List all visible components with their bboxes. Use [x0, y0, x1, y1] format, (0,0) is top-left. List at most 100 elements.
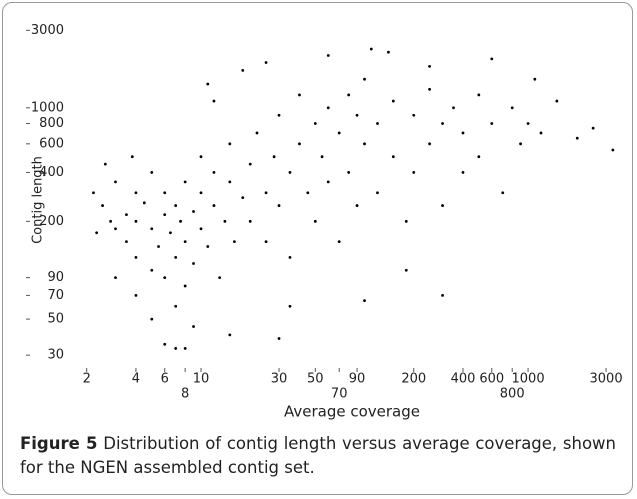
point — [591, 126, 595, 130]
y-tick-label: 70 — [47, 288, 64, 303]
point — [363, 299, 366, 303]
point — [134, 191, 138, 195]
point — [101, 204, 104, 207]
chart: Contig length Average coverage 305070902… — [26, 23, 623, 421]
point — [355, 204, 359, 207]
point — [150, 268, 154, 272]
point — [277, 113, 281, 117]
point — [134, 219, 138, 223]
point — [526, 122, 530, 125]
point — [477, 93, 481, 97]
x-tick-label: 30 — [271, 372, 288, 387]
point — [157, 245, 160, 248]
point — [223, 219, 227, 223]
point — [241, 68, 245, 72]
point — [183, 347, 187, 350]
point — [391, 99, 395, 103]
y-tick-label: 50 — [47, 312, 64, 327]
point — [163, 342, 167, 346]
point — [183, 180, 187, 184]
point — [347, 171, 351, 174]
point — [441, 122, 444, 125]
point — [163, 191, 167, 195]
x-tick-label: 400 — [451, 372, 476, 387]
point — [255, 131, 259, 135]
point — [326, 180, 330, 184]
point — [298, 93, 301, 97]
point — [232, 240, 236, 244]
point — [404, 268, 408, 272]
caption: Figure 5 Distribution of contig length v… — [20, 432, 616, 480]
y-tick-label: 200 — [39, 214, 64, 229]
caption-text: Distribution of contig length versus ave… — [20, 434, 616, 477]
y-tick-label: 30 — [47, 348, 64, 363]
point — [150, 171, 154, 174]
point — [369, 47, 373, 51]
point — [264, 191, 268, 195]
point — [134, 255, 138, 259]
point — [477, 155, 481, 159]
point — [192, 262, 195, 265]
point — [320, 155, 324, 159]
point — [355, 113, 359, 117]
point — [174, 204, 178, 207]
point — [174, 255, 178, 259]
point — [490, 122, 494, 125]
point — [192, 325, 195, 328]
point — [114, 227, 117, 231]
point — [95, 231, 99, 235]
point — [212, 171, 216, 174]
point — [264, 240, 268, 244]
point — [337, 131, 341, 135]
point — [501, 191, 505, 195]
point — [212, 204, 216, 207]
point — [306, 191, 310, 195]
point — [183, 284, 187, 288]
point — [326, 106, 330, 110]
point — [277, 337, 281, 340]
y-tick-label: 800 — [39, 116, 64, 131]
point — [313, 219, 317, 223]
point — [150, 317, 154, 321]
x-tick-label: 3000 — [590, 372, 623, 387]
point — [376, 191, 379, 195]
point — [169, 231, 172, 235]
point — [441, 293, 444, 297]
x-tick-label: 1000 — [512, 372, 545, 387]
x-tick-label: 8 — [181, 387, 189, 402]
point — [125, 240, 128, 244]
point — [109, 219, 113, 223]
figure-frame — [2, 2, 633, 495]
point — [288, 171, 292, 174]
point — [179, 219, 182, 223]
point — [313, 122, 317, 125]
x-tick-label: 600 — [479, 372, 504, 387]
x-tick-label: 70 — [331, 387, 348, 402]
x-tick-label: 10 — [193, 372, 210, 387]
point — [428, 64, 432, 68]
point — [103, 162, 107, 166]
point — [92, 191, 95, 195]
point — [248, 162, 252, 166]
point — [277, 204, 281, 207]
point — [412, 113, 416, 117]
point — [412, 171, 416, 174]
y-tick-label: 400 — [39, 165, 64, 180]
x-tick-label: 50 — [307, 372, 324, 387]
point — [441, 204, 444, 207]
x-tick-label: 6 — [161, 372, 169, 387]
point — [114, 276, 117, 280]
point — [575, 136, 579, 140]
point — [490, 57, 494, 61]
point — [404, 219, 408, 223]
point — [199, 155, 203, 159]
point — [288, 304, 292, 308]
point — [163, 213, 167, 217]
point — [199, 191, 203, 195]
point — [130, 155, 134, 159]
point — [228, 333, 232, 337]
x-tick-label: 2 — [83, 372, 91, 387]
point — [114, 180, 117, 184]
point — [288, 255, 292, 259]
point — [533, 77, 537, 81]
